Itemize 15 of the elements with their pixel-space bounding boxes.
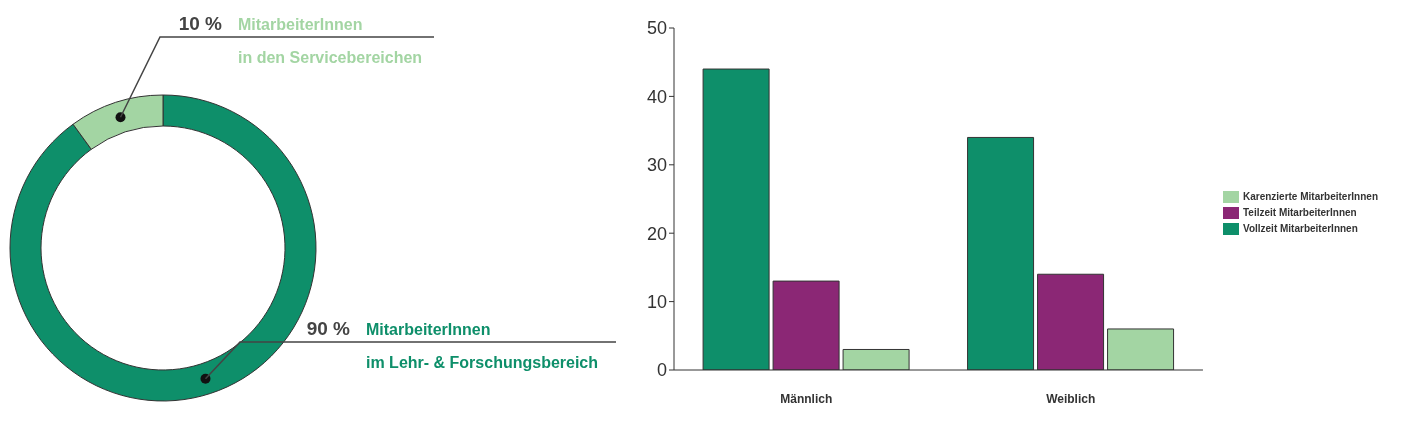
data-label: 90 % <box>306 318 351 339</box>
y-tick-label: 40 <box>646 86 667 107</box>
y-tick-label: 0 <box>656 360 667 381</box>
x-tick-label: Weiblich <box>1046 391 1096 406</box>
x-tick-label: Männlich <box>780 391 833 406</box>
legend-label: Teilzeit MitarbeiterInnen <box>1242 206 1357 218</box>
legend-label: Karenzierte MitarbeiterInnen <box>1242 190 1378 202</box>
y-tick-label: 30 <box>646 155 667 176</box>
y-tick-label: 20 <box>646 223 667 244</box>
legend-label: Vollzeit MitarbeiterInnen <box>1242 222 1358 234</box>
y-tick-label: 10 <box>646 291 667 312</box>
slice-label: MitarbeiterInnen in den Servicebereichen <box>238 16 423 66</box>
data-label: 10 % <box>178 13 223 34</box>
slice-label: MitarbeiterInnen im Lehr- & Forschungsbereich <box>366 321 599 371</box>
y-tick-label: 50 <box>646 18 667 39</box>
